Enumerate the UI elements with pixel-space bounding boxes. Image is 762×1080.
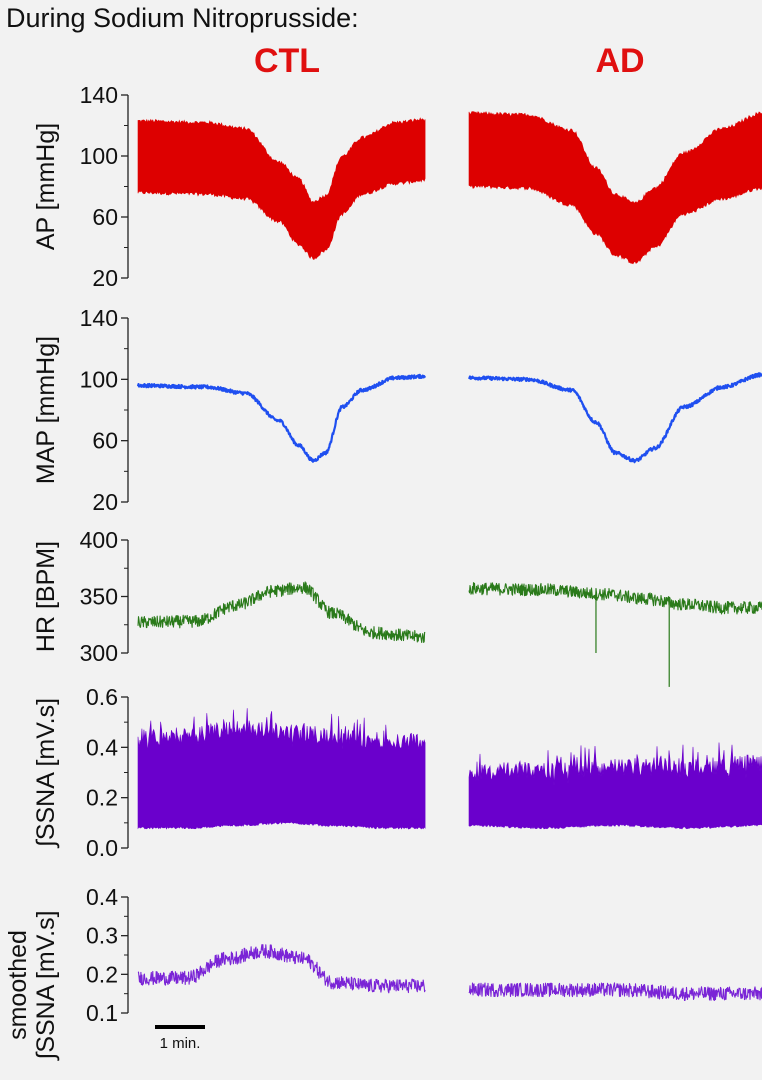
y-tick-label: 0.3 [86, 923, 118, 949]
y-tick-label: 0.0 [86, 835, 118, 861]
y-tick-label: 60 [92, 428, 118, 454]
y-tick-label: 20 [92, 489, 118, 515]
y-tick-label: 350 [80, 584, 118, 610]
scale-bar-line [155, 1025, 205, 1029]
trace-ctl [136, 373, 427, 463]
y-tick-label: 140 [80, 82, 118, 108]
y-axis-label: ∫SSNA [mV.s] [32, 698, 60, 849]
y-tick-label: 0.4 [86, 884, 118, 910]
panel-1: 20 60 100 140 AP [mmHg] [32, 82, 762, 291]
y-axis-label: AP [mmHg] [32, 123, 60, 250]
trace-ctl [137, 708, 426, 830]
y-tick-label: 100 [80, 366, 118, 392]
y-tick-label: 60 [92, 204, 118, 230]
trace-ctl [137, 117, 426, 261]
trace-ad [468, 111, 762, 265]
panel-4: 0.0 0.2 0.4 0.6 ∫SSNA [mV.s] [32, 684, 762, 861]
trace-ad [468, 982, 762, 1002]
y-tick-label: 140 [80, 305, 118, 331]
panels: 20 60 100 140 AP [mmHg] 20 60 100 140 MAP [mmHg] 3… [4, 82, 762, 1062]
y-tick-label: 0.1 [86, 1000, 118, 1026]
scale-bar-label: 1 min. [160, 1035, 201, 1052]
trace-ctl [137, 944, 426, 994]
y-tick-label: 0.2 [86, 961, 118, 987]
panel-5: 0.1 0.2 0.3 0.4 smoothed ∫SSNA [mV.s] [4, 884, 762, 1062]
group-label-ad: AD [595, 42, 644, 80]
y-axis-label: HR [BPM] [32, 541, 60, 652]
trace-ad [467, 372, 762, 464]
figure-title: During Sodium Nitroprusside: [6, 3, 359, 33]
y-axis-label-line1: smoothed [4, 930, 32, 1040]
trace-ad [468, 582, 762, 615]
y-tick-label: 0.6 [86, 684, 118, 710]
group-label-ctl: CTL [254, 42, 320, 80]
panel-3: 300 350 400 HR [BPM] [32, 527, 762, 687]
y-tick-label: 100 [80, 143, 118, 169]
y-tick-label: 20 [92, 265, 118, 291]
y-tick-label: 0.4 [86, 734, 118, 760]
panel-2: 20 60 100 140 MAP [mmHg] [32, 305, 762, 515]
y-axis-label: MAP [mmHg] [32, 336, 60, 484]
time-scale-bar: 1 min. [155, 1025, 205, 1052]
trace-ctl [137, 581, 426, 643]
y-axis-label-line2: ∫SSNA [mV.s] [32, 910, 60, 1061]
y-tick-label: 0.2 [86, 785, 118, 811]
y-tick-label: 400 [80, 527, 118, 553]
y-tick-label: 300 [80, 640, 118, 666]
trace-ad [468, 742, 762, 830]
